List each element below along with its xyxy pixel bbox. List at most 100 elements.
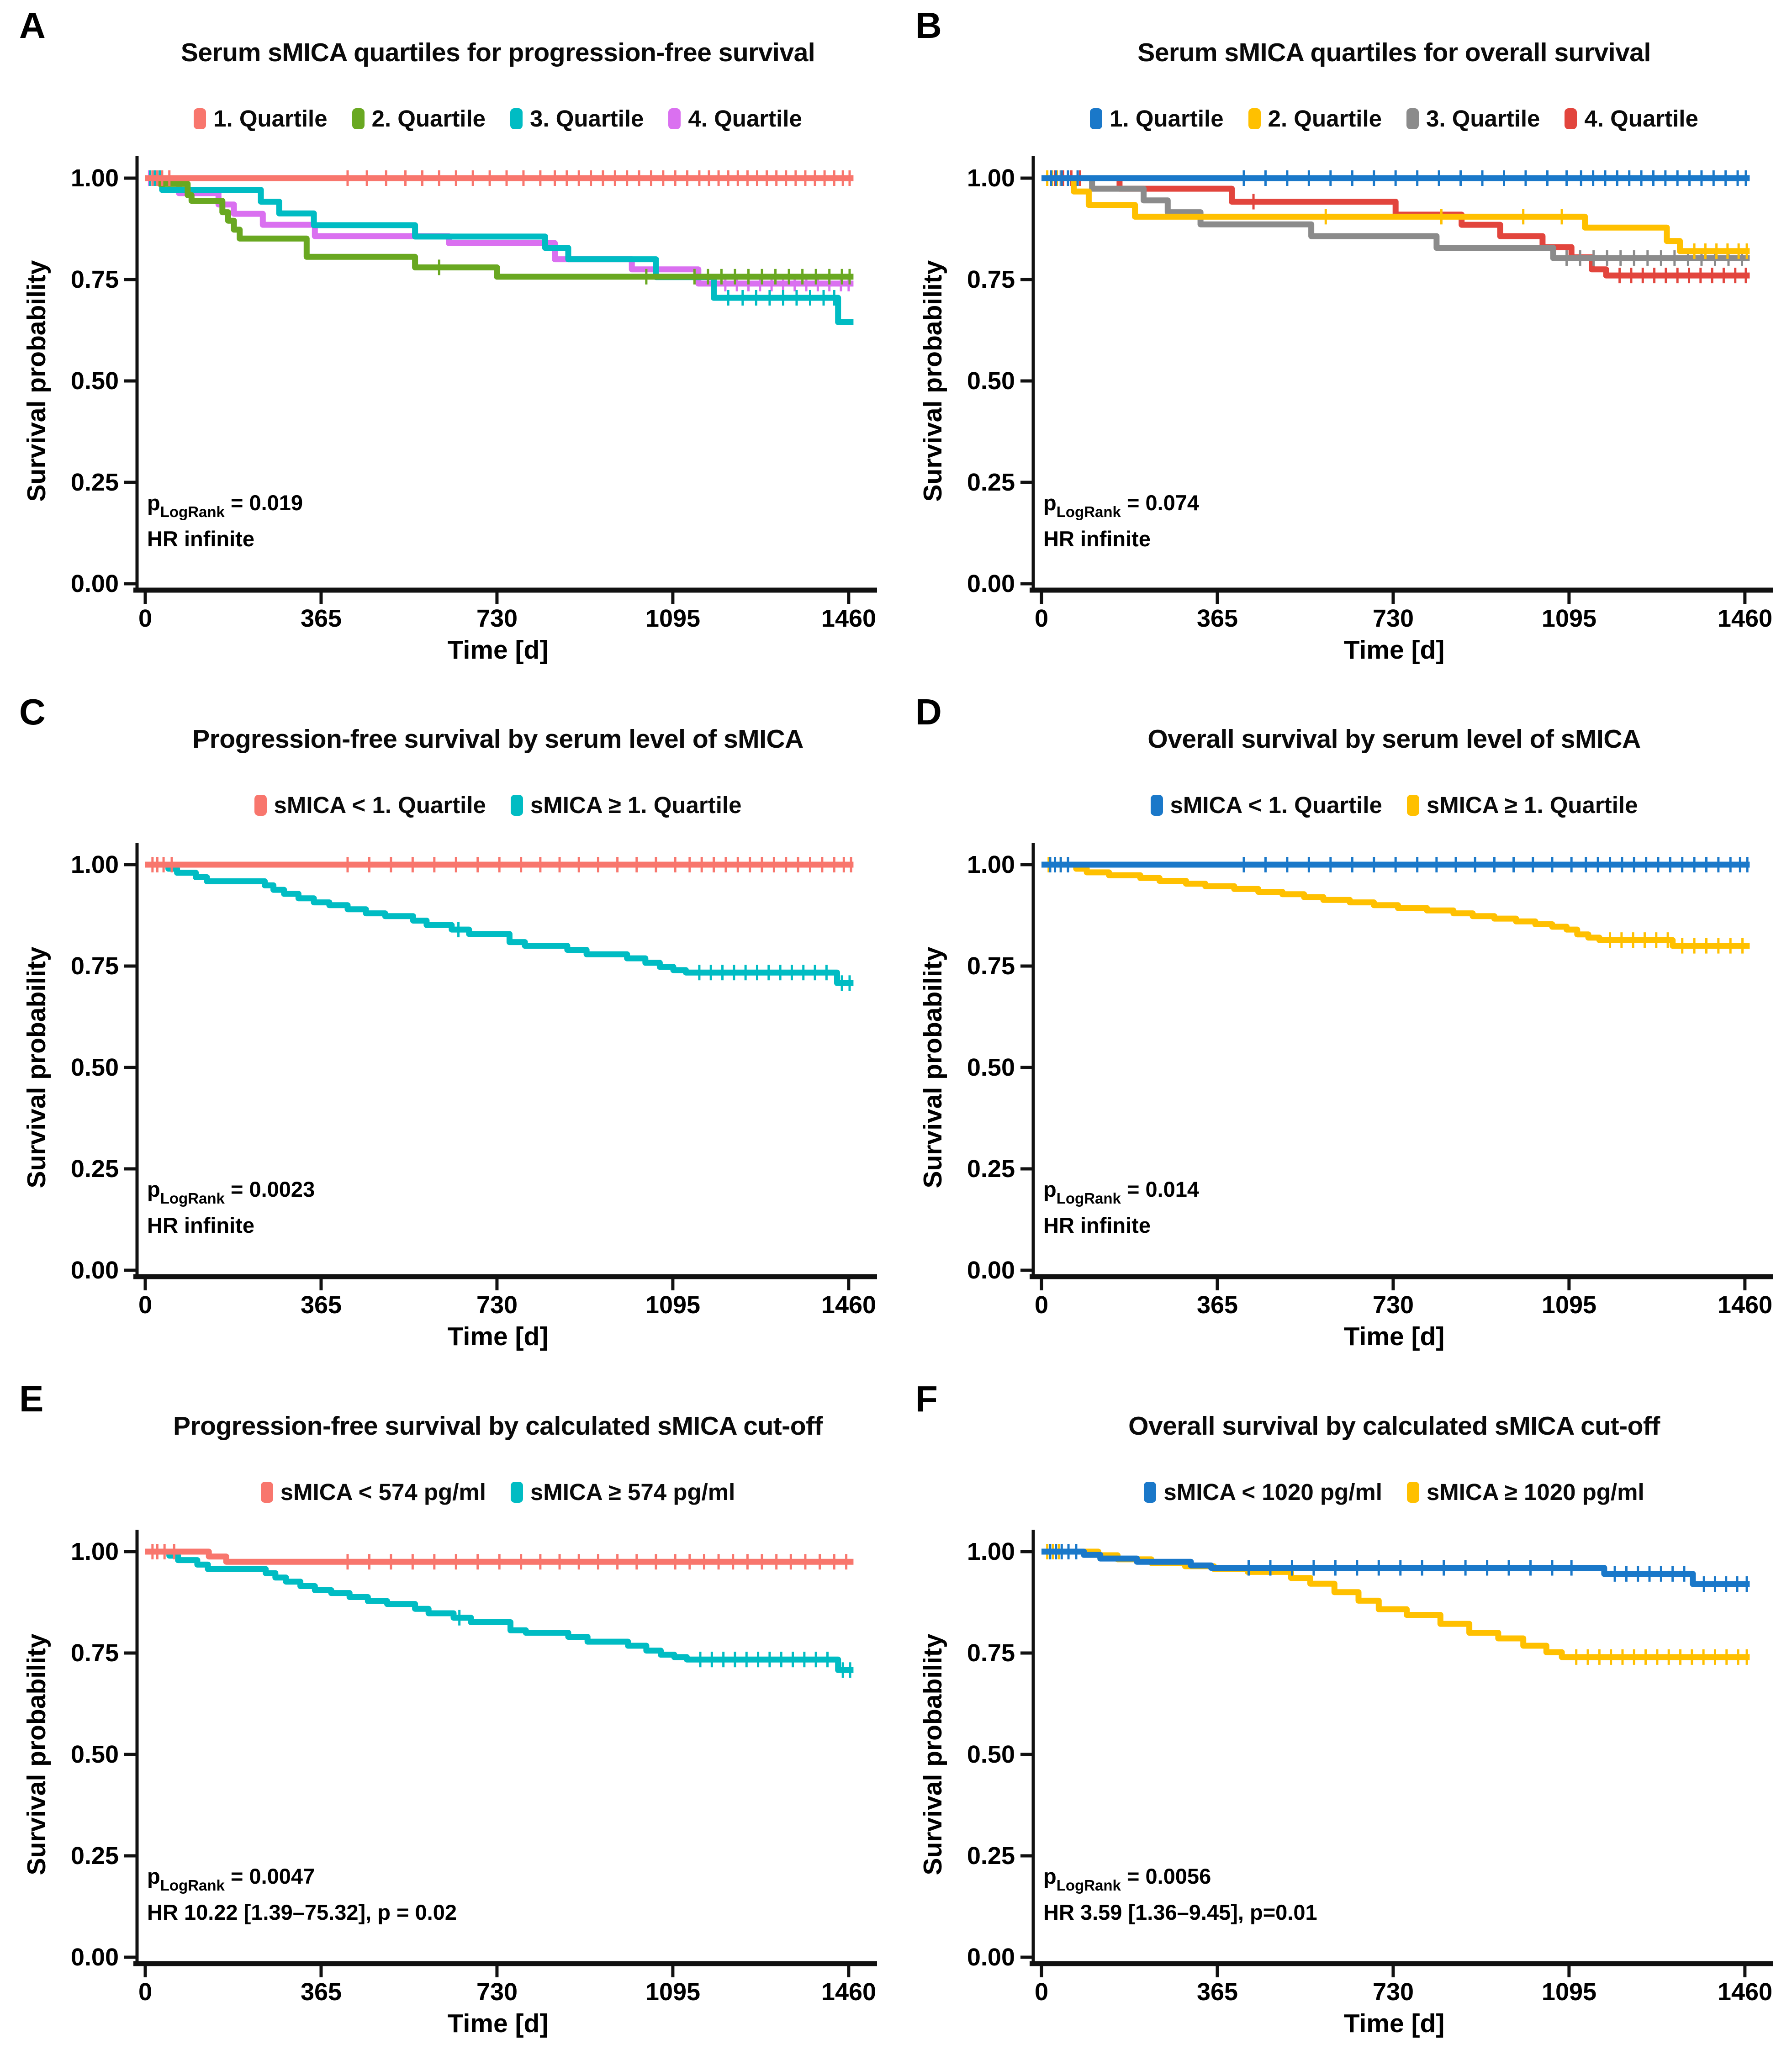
legend-label: 4. Quartile bbox=[1584, 106, 1698, 132]
legend-item: 4. Quartile bbox=[668, 105, 802, 132]
hr-line: HR 3.59 [1.36–9.45], p=0.01 bbox=[1043, 1900, 1317, 1925]
x-tick-label: 0 bbox=[138, 605, 153, 632]
y-tick-label: 1.00 bbox=[70, 164, 119, 192]
p-value: = 0.0047 bbox=[224, 1864, 315, 1888]
legend-label: sMICA ≥ 574 pg/ml bbox=[530, 1479, 735, 1505]
p-value-line: pLogRank = 0.019 bbox=[147, 490, 303, 521]
panel-title: Overall survival by serum level of sMICA bbox=[1147, 724, 1641, 754]
legend-label: sMICA < 1. Quartile bbox=[1170, 792, 1382, 818]
p-value: = 0.074 bbox=[1121, 491, 1200, 515]
panel-f: F Overall survival by calculated sMICA c… bbox=[896, 1373, 1792, 2060]
stats-annotation: pLogRank = 0.0023 HR infinite bbox=[147, 1176, 315, 1239]
panel-title: Serum sMICA quartiles for overall surviv… bbox=[1137, 38, 1651, 67]
y-tick-label: 1.00 bbox=[967, 851, 1015, 878]
legend-item: sMICA < 1. Quartile bbox=[1150, 792, 1382, 819]
km-plot bbox=[1020, 843, 1773, 1290]
p-subscript: LogRank bbox=[1056, 1876, 1121, 1894]
legend-swatch-icon bbox=[194, 108, 206, 129]
legend-swatch-icon bbox=[1406, 108, 1419, 129]
p-value-line: pLogRank = 0.0047 bbox=[147, 1863, 457, 1895]
legend-swatch-icon bbox=[1565, 108, 1577, 129]
p-value: = 0.014 bbox=[1121, 1177, 1200, 1201]
p-subscript: LogRank bbox=[160, 503, 225, 520]
legend-item: 2. Quartile bbox=[1248, 105, 1382, 132]
p-prefix: p bbox=[1043, 1864, 1057, 1888]
y-tick-label: 0.00 bbox=[967, 1257, 1015, 1284]
x-tick-label: 365 bbox=[300, 605, 342, 632]
x-tick-label: 0 bbox=[138, 1291, 153, 1319]
x-axis-label: Time [d] bbox=[447, 1322, 549, 1351]
x-tick-label: 1460 bbox=[1717, 1978, 1773, 2006]
legend-label: 2. Quartile bbox=[1268, 106, 1382, 132]
panel-letter: A bbox=[19, 5, 46, 46]
km-plot bbox=[124, 1530, 877, 1977]
legend-label: 3. Quartile bbox=[530, 106, 644, 132]
x-tick-label: 365 bbox=[1196, 1978, 1238, 2006]
y-tick-label: 1.00 bbox=[967, 164, 1015, 192]
legend-item: 1. Quartile bbox=[194, 105, 328, 132]
legend-swatch-icon bbox=[1090, 108, 1103, 129]
x-tick-label: 365 bbox=[300, 1291, 342, 1319]
km-plot bbox=[124, 843, 877, 1290]
y-tick-label: 0.75 bbox=[70, 266, 119, 293]
x-tick-label: 1460 bbox=[1717, 605, 1773, 632]
panel-letter: C bbox=[19, 692, 46, 732]
p-prefix: p bbox=[147, 1864, 160, 1888]
legend-item: sMICA ≥ 1. Quartile bbox=[510, 792, 741, 819]
x-tick-label: 365 bbox=[1196, 605, 1238, 632]
x-tick-label: 1460 bbox=[1717, 1291, 1773, 1319]
panel-title: Serum sMICA quartiles for progression-fr… bbox=[180, 38, 815, 67]
panel-letter: B bbox=[915, 5, 942, 46]
legend: sMICA < 1. Quartile sMICA ≥ 1. Quartile bbox=[965, 792, 1792, 819]
legend-item: sMICA ≥ 1. Quartile bbox=[1406, 792, 1638, 819]
stats-annotation: pLogRank = 0.0056 HR 3.59 [1.36–9.45], p… bbox=[1043, 1863, 1317, 1926]
x-tick-label: 0 bbox=[1034, 1978, 1049, 2006]
panel-c: C Progression-free survival by serum lev… bbox=[0, 687, 896, 1373]
legend-label: sMICA < 1020 pg/ml bbox=[1163, 1479, 1382, 1505]
legend-label: sMICA < 1. Quartile bbox=[274, 792, 486, 818]
y-tick-label: 0.75 bbox=[967, 266, 1015, 293]
p-prefix: p bbox=[1043, 1177, 1057, 1201]
legend: 1. Quartile 2. Quartile 3. Quartile 4. Q… bbox=[965, 105, 1792, 132]
panel-title: Progression-free survival by calculated … bbox=[173, 1411, 823, 1441]
p-value: = 0.019 bbox=[224, 491, 303, 515]
x-tick-label: 1095 bbox=[645, 605, 701, 632]
legend-label: sMICA ≥ 1020 pg/ml bbox=[1426, 1479, 1644, 1505]
p-value-line: pLogRank = 0.074 bbox=[1043, 490, 1199, 521]
legend-label: 2. Quartile bbox=[371, 106, 486, 132]
legend: sMICA < 1. Quartile sMICA ≥ 1. Quartile bbox=[69, 792, 927, 819]
legend-item: sMICA ≥ 574 pg/ml bbox=[510, 1479, 735, 1505]
legend-item: sMICA < 1020 pg/ml bbox=[1144, 1479, 1382, 1505]
y-tick-label: 0.25 bbox=[70, 1155, 119, 1183]
y-tick-label: 0.50 bbox=[967, 367, 1015, 395]
x-axis-label: Time [d] bbox=[1343, 635, 1445, 665]
x-tick-label: 0 bbox=[138, 1978, 153, 2006]
legend: sMICA < 574 pg/ml sMICA ≥ 574 pg/ml bbox=[69, 1479, 927, 1505]
p-prefix: p bbox=[147, 1177, 160, 1201]
x-tick-label: 1095 bbox=[1541, 605, 1597, 632]
legend-item: 3. Quartile bbox=[510, 105, 644, 132]
legend-item: sMICA < 574 pg/ml bbox=[260, 1479, 486, 1505]
x-tick-label: 0 bbox=[1034, 605, 1049, 632]
y-tick-label: 0.75 bbox=[70, 952, 119, 980]
y-tick-label: 0.75 bbox=[967, 1639, 1015, 1667]
p-subscript: LogRank bbox=[160, 1189, 225, 1207]
y-tick-label: 0.50 bbox=[967, 1054, 1015, 1081]
panel-d: D Overall survival by serum level of sMI… bbox=[896, 687, 1792, 1373]
y-tick-label: 0.25 bbox=[70, 1842, 119, 1870]
y-tick-label: 0.00 bbox=[70, 1257, 119, 1284]
y-tick-label: 0.75 bbox=[967, 952, 1015, 980]
legend-swatch-icon bbox=[352, 108, 365, 129]
legend-label: 3. Quartile bbox=[1426, 106, 1540, 132]
legend-item: 1. Quartile bbox=[1090, 105, 1224, 132]
legend-label: sMICA < 574 pg/ml bbox=[280, 1479, 486, 1505]
x-axis-label: Time [d] bbox=[447, 2009, 549, 2038]
p-subscript: LogRank bbox=[160, 1876, 225, 1894]
hr-line: HR infinite bbox=[1043, 527, 1151, 551]
legend-label: 1. Quartile bbox=[213, 106, 328, 132]
panel-letter: E bbox=[19, 1379, 44, 1419]
hr-line: HR infinite bbox=[1043, 1213, 1151, 1238]
y-tick-label: 0.00 bbox=[967, 1944, 1015, 1971]
p-value: = 0.0023 bbox=[224, 1177, 315, 1201]
legend: sMICA < 1020 pg/ml sMICA ≥ 1020 pg/ml bbox=[965, 1479, 1792, 1505]
